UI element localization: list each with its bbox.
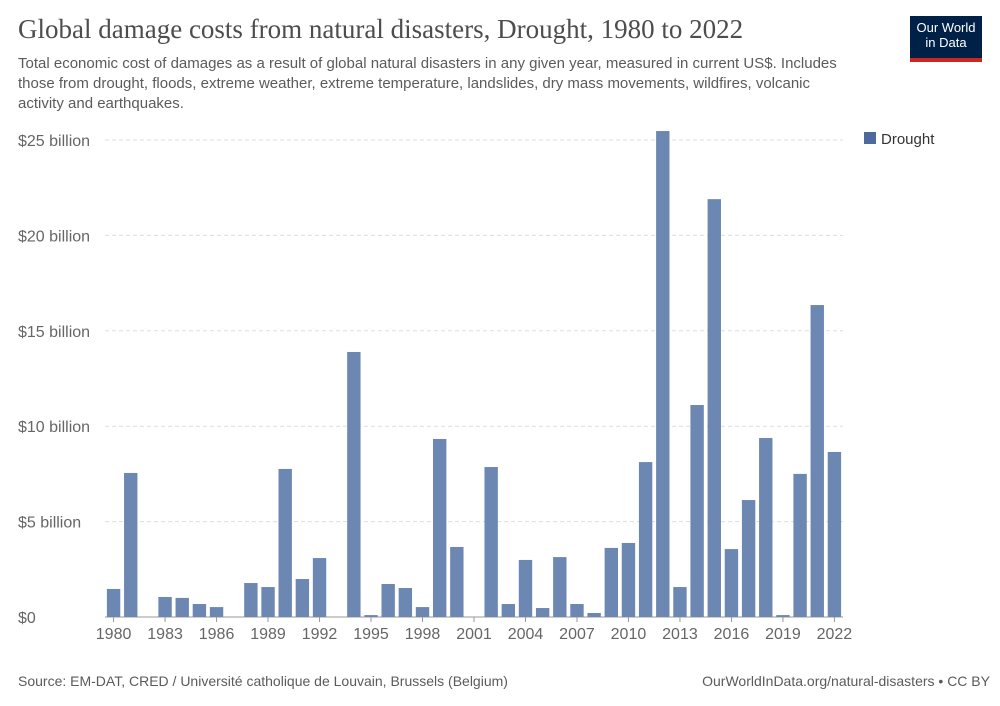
legend-swatch-drought <box>864 132 876 144</box>
y-tick-label: $0 <box>18 610 36 627</box>
bar-1983[interactable] <box>158 596 172 617</box>
bar-2021[interactable] <box>810 305 824 617</box>
bar-2008[interactable] <box>587 612 601 617</box>
x-tick-label: 2016 <box>714 626 750 643</box>
x-tick-label: 1989 <box>250 626 286 643</box>
x-tick-label: 2019 <box>765 626 801 643</box>
bar-1989[interactable] <box>261 587 275 617</box>
bar-2010[interactable] <box>621 542 636 617</box>
bar-1998[interactable] <box>415 607 430 617</box>
y-tick-label: $15 billion <box>18 324 90 341</box>
bar-1988[interactable] <box>244 583 258 617</box>
bar-2022[interactable] <box>827 451 842 617</box>
bar-2004[interactable] <box>518 559 533 617</box>
bar-1986[interactable] <box>209 607 224 617</box>
legend-label-drought: Drought <box>881 131 935 148</box>
chart-title: Global damage costs from natural disaste… <box>18 14 744 44</box>
x-tick-label: 2013 <box>662 626 698 643</box>
bar-2006[interactable] <box>553 557 567 617</box>
bar-2016[interactable] <box>724 549 739 617</box>
bar-2007[interactable] <box>570 604 584 617</box>
y-tick-label: $5 billion <box>18 515 81 532</box>
bar-1984[interactable] <box>175 597 189 617</box>
credit-link[interactable]: OurWorldInData.org/natural-disasters • C… <box>702 673 990 689</box>
bar-2019[interactable] <box>776 615 790 617</box>
bar-2013[interactable] <box>673 587 687 617</box>
y-tick-label: $10 billion <box>18 419 90 436</box>
chart-subtitle: Total economic cost of damages as a resu… <box>18 55 837 112</box>
owid-logo[interactable]: Our World in Data <box>910 16 982 62</box>
x-tick-label: 1980 <box>96 626 132 643</box>
x-tick-label: 1986 <box>199 626 235 643</box>
bar-1990[interactable] <box>278 468 292 617</box>
legend[interactable]: Drought <box>864 131 935 148</box>
x-tick-label: 1983 <box>147 626 183 643</box>
bar-1999[interactable] <box>432 438 447 617</box>
y-tick-label: $25 billion <box>18 133 90 150</box>
bar-2018[interactable] <box>759 438 773 617</box>
bar-2011[interactable] <box>638 462 653 617</box>
x-tick-label: 2010 <box>611 626 647 643</box>
bar-2003[interactable] <box>501 604 516 617</box>
bar-1991[interactable] <box>295 579 310 617</box>
bar-1992[interactable] <box>312 558 327 617</box>
bar-2005[interactable] <box>535 608 550 617</box>
bar-2012[interactable] <box>656 131 670 617</box>
bar-2015[interactable] <box>707 199 721 617</box>
y-tick-label: $20 billion <box>18 228 90 245</box>
bar-1997[interactable] <box>398 587 413 617</box>
bar-2000[interactable] <box>450 546 464 617</box>
bar-2014[interactable] <box>690 405 704 617</box>
x-tick-label: 1992 <box>302 626 338 643</box>
bar-2002[interactable] <box>484 467 498 617</box>
bar-1985[interactable] <box>192 604 207 617</box>
bar-1981[interactable] <box>124 472 138 617</box>
bar-2020[interactable] <box>793 473 807 617</box>
bar-2009[interactable] <box>604 547 618 617</box>
x-tick-label: 1995 <box>353 626 389 643</box>
bar-1980[interactable] <box>106 588 121 617</box>
x-tick-label: 2022 <box>817 626 853 643</box>
x-tick-label: 2007 <box>559 626 595 643</box>
x-tick-label: 2004 <box>508 626 544 643</box>
bar-1995[interactable] <box>364 615 378 617</box>
source-note: Source: EM-DAT, CRED / Université cathol… <box>18 673 508 689</box>
bar-1994[interactable] <box>347 351 361 617</box>
bar-1996[interactable] <box>381 583 395 617</box>
bar-2017[interactable] <box>741 500 756 617</box>
x-tick-label: 2001 <box>456 626 492 643</box>
x-tick-label: 1998 <box>405 626 441 643</box>
